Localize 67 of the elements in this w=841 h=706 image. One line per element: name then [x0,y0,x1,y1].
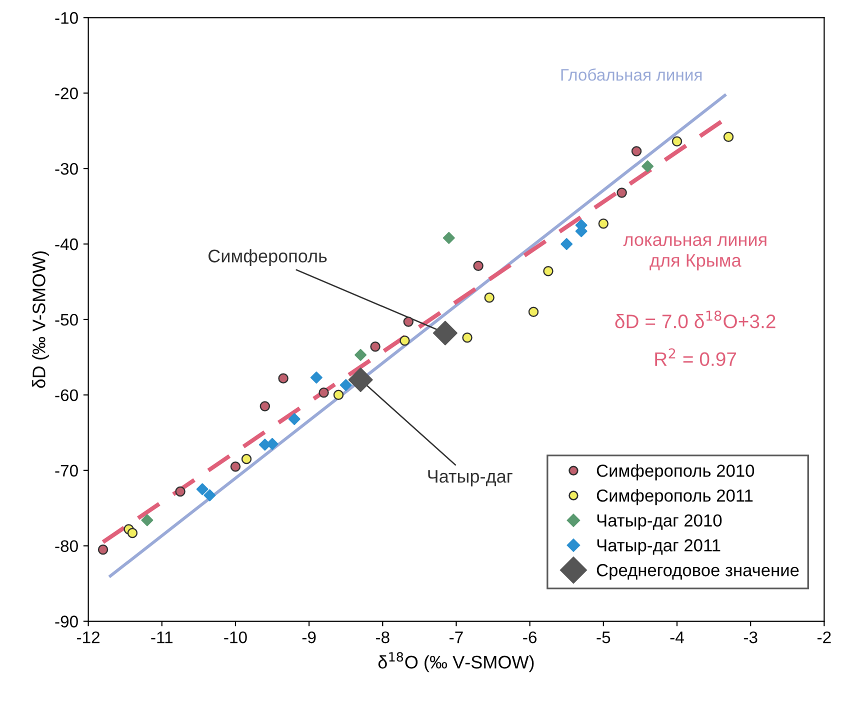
point [318,388,329,398]
text: локальная линия для Крыма [623,236,766,270]
point [723,132,734,142]
point [230,461,241,472]
y-tick-label: -70 [55,464,78,477]
x-tick-label: -8 [376,631,390,644]
y-tick-label: -50 [55,314,78,326]
point [462,332,472,343]
point [631,146,642,156]
y-axis-title: δD (‰ V-SMOW) [32,251,49,388]
annotation: Симферополь [208,249,327,266]
y-tick-label: -60 [55,389,78,402]
point [672,136,682,147]
x-tick-label: -4 [670,632,684,644]
point [348,368,373,392]
x-tick-label: -10 [224,631,247,644]
point [528,306,539,318]
point [560,238,573,250]
point [400,335,410,346]
point [260,401,270,412]
legend-label: Чатыр-даг 2011 [597,539,720,555]
x-axis-title: δ$^{18}$O (‰ V-SMOW) [378,652,534,672]
y-tick-label: -30 [55,162,78,175]
x-tick-label: -3 [744,631,758,644]
y-tick-label: -80 [55,540,78,552]
annotation: δD = 7.0 δ$^{18}$O+3.2 [615,310,776,328]
legend-label: Среднегодовое значение [596,564,799,580]
legend-label: Чатыр-даг 2010 [597,514,722,530]
point [278,373,288,384]
point [340,379,352,392]
point [598,218,609,229]
annotation: R$^{2}$ = 0.97 [655,348,736,366]
point [432,320,458,346]
y-tick-label: -20 [55,88,78,100]
point [175,486,186,497]
point [442,232,455,244]
x-tick-label: -11 [151,632,173,644]
point [370,342,380,352]
point [354,348,367,361]
series-label: Глобальная линия [561,68,702,81]
legend-label: Симферополь 2010 [596,464,754,480]
y-tick-label: -10 [55,12,78,24]
x-tick-label: -7 [450,632,463,644]
point [127,528,138,538]
point [403,316,414,327]
point [333,390,344,400]
x-tick-label: -9 [302,631,316,644]
point [98,544,108,555]
point [473,260,484,272]
point [310,372,322,384]
y-tick-label: -40 [55,238,78,250]
x-tick-label: -2 [818,631,831,644]
point [288,413,300,426]
point [642,160,654,172]
y-tick-label: -90 [55,616,78,628]
point [241,454,252,464]
x-tick-label: -12 [77,631,100,644]
point [204,489,216,502]
x-tick-label: -6 [523,631,537,644]
annotation: Чатыр-даг [428,470,512,486]
legend-label: Симферополь 2011 [596,488,753,506]
point [141,514,154,526]
point [616,188,627,198]
x-tick-label: -5 [596,632,610,644]
point [484,292,494,303]
point [196,483,208,496]
point [543,266,554,276]
